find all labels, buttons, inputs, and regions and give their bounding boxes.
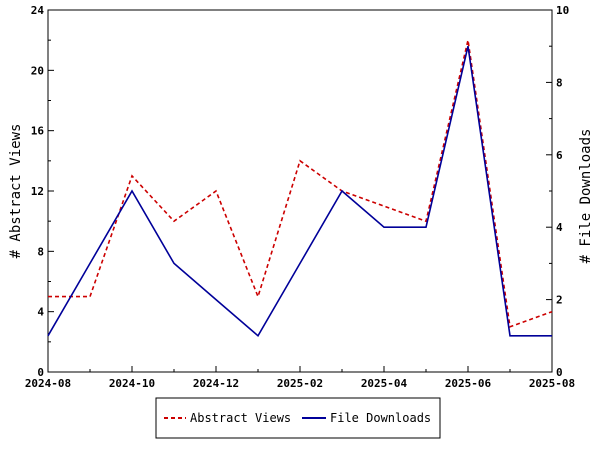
right-tick-label: 8	[556, 76, 563, 89]
left-tick-label: 12	[31, 185, 44, 198]
right-tick-label: 2	[556, 294, 563, 307]
x-tick-label: 2025-02	[277, 377, 323, 390]
legend-label-abstract-views: Abstract Views	[190, 411, 291, 425]
legend-label-file-downloads: File Downloads	[330, 411, 431, 425]
left-tick-label: 16	[31, 125, 45, 138]
left-tick-label: 24	[31, 4, 45, 17]
x-tick-label: 2024-10	[109, 377, 155, 390]
plot-area	[47, 9, 553, 373]
x-tick-label: 2024-12	[193, 377, 239, 390]
legend: Abstract Views File Downloads	[155, 397, 441, 439]
x-tick-label: 2025-08	[529, 377, 575, 390]
y-axis-left-title: # Abstract Views	[8, 124, 24, 259]
left-tick-label: 20	[31, 64, 44, 77]
series-line-abstract-views	[48, 40, 553, 328]
right-axis-ticks: 0 2 4 6 8 10	[546, 4, 569, 379]
right-tick-label: 0	[556, 366, 563, 379]
y-axis-right-title: # File Downloads	[578, 129, 594, 264]
legend-box	[155, 397, 441, 439]
x-tick-label: 2025-04	[361, 377, 408, 390]
left-tick-label: 8	[37, 245, 44, 258]
left-axis-ticks: 0 4 8 12 16 20 24	[31, 4, 54, 379]
right-tick-label: 6	[556, 149, 563, 162]
x-axis-ticks: 2024-08 2024-10 2024-12 2025-02 2025-04 2025-…	[25, 366, 575, 390]
x-tick-label: 2025-06	[445, 377, 492, 390]
series-lines	[47, 40, 553, 338]
left-tick-label: 0	[37, 366, 44, 379]
right-tick-label: 10	[556, 4, 569, 17]
right-tick-label: 4	[556, 221, 563, 234]
left-tick-label: 4	[37, 306, 44, 319]
x-tick-label: 2024-08	[25, 377, 71, 390]
